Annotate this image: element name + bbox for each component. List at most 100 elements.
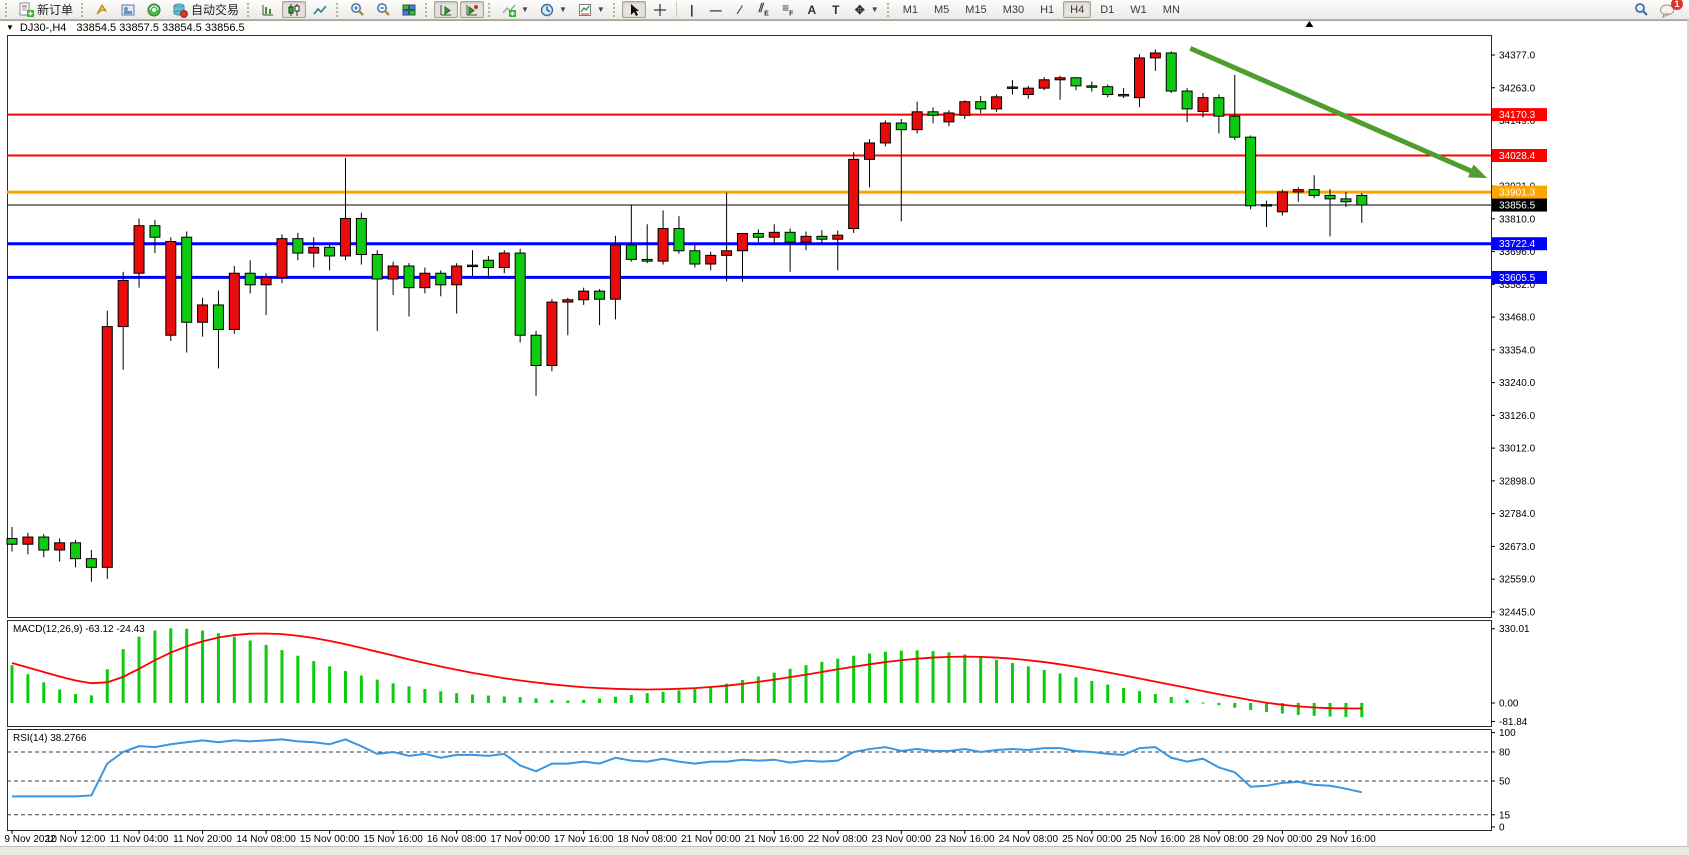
trendline-button[interactable]: ⁄	[729, 1, 751, 18]
tab-timeframe-w1[interactable]: W1	[1130, 3, 1147, 16]
cursor-button[interactable]	[621, 1, 646, 18]
price-badge	[1492, 198, 1547, 212]
price-tick-label: 33468.0	[1499, 313, 1536, 324]
macd-axis-label: -81.84	[1499, 717, 1528, 728]
tab-timeframe-h4[interactable]: H4	[1063, 1, 1092, 18]
candle	[451, 265, 463, 286]
launcher-icon	[96, 3, 108, 14]
macd-histogram-bar	[661, 691, 665, 703]
price-badge-label: 33605.5	[1499, 273, 1536, 284]
time-axis-label: 17 Nov 00:00	[490, 834, 550, 845]
notification-badge: 1	[1671, 0, 1683, 10]
channel-button[interactable]: ⫽E	[753, 1, 775, 18]
candle	[101, 326, 113, 568]
candle	[1038, 79, 1050, 89]
candle	[530, 334, 542, 367]
price-badge-label: 34170.3	[1499, 110, 1536, 121]
macd-histogram-bar	[613, 696, 617, 703]
candle	[1086, 85, 1098, 88]
candle	[911, 111, 923, 131]
tab-timeframe-m30[interactable]: M30	[1002, 3, 1025, 16]
search-button[interactable]	[1629, 1, 1653, 18]
horizontal-line-button[interactable]: —	[705, 1, 727, 18]
time-axis-label: 29 Nov 00:00	[1253, 834, 1313, 845]
bar-chart-button[interactable]	[256, 1, 280, 18]
arrows-button[interactable]: ✥ ▼	[849, 1, 883, 18]
zoom-in-button[interactable]	[345, 1, 369, 18]
signal-button[interactable]	[142, 1, 166, 18]
candle	[768, 231, 780, 238]
launcher-button[interactable]	[90, 1, 114, 18]
price-badges: 34170.3 34028.4 33901.3 33722.4 33605.5 33856…	[1492, 108, 1547, 284]
price-tick-label: 33240.0	[1499, 378, 1536, 389]
rsi-line	[12, 738, 1363, 798]
chevron-down-icon[interactable]: ▼	[596, 5, 605, 14]
periods-button[interactable]: ▼	[535, 1, 571, 18]
macd-histogram-bar	[486, 695, 490, 703]
price-badge-label: 34028.4	[1499, 151, 1536, 162]
macd-histogram-bar	[1265, 703, 1269, 712]
macd-histogram-bar	[423, 689, 427, 703]
templates-button[interactable]: ▼	[573, 1, 609, 18]
candle	[673, 228, 685, 252]
candle	[276, 238, 288, 279]
candlestick-chart-button[interactable]	[282, 1, 307, 18]
auto-scroll-button[interactable]	[434, 1, 459, 18]
candle	[927, 111, 939, 116]
tab-timeframe-m1[interactable]: M1	[902, 3, 918, 16]
main-toolbar: 新订单	[0, 0, 1689, 20]
macd-histogram-bar	[1201, 702, 1205, 704]
status-bar	[0, 846, 1689, 855]
tab-timeframe-mn[interactable]: MN	[1162, 3, 1180, 16]
zoom-out-icon	[377, 2, 390, 16]
chevron-down-icon[interactable]: ▼	[870, 5, 879, 14]
candle	[705, 254, 717, 265]
arrow-head-icon	[1467, 164, 1488, 179]
price-badge	[1492, 149, 1547, 163]
price-badge	[1492, 185, 1547, 199]
autotrade-button[interactable]: 自动交易	[168, 1, 243, 18]
toolbar-grip	[488, 2, 493, 17]
macd-label: MACD(12,26,9) -63.12 -24.43	[13, 624, 145, 635]
candle	[260, 277, 272, 286]
candle	[228, 272, 240, 330]
text-button[interactable]: A	[801, 1, 823, 18]
tab-timeframe-d1[interactable]: D1	[1100, 3, 1115, 16]
terminal-icon	[121, 4, 135, 15]
tab-timeframe-m5[interactable]: M5	[934, 3, 950, 16]
macd-histogram-bar	[137, 636, 141, 703]
candle	[117, 279, 129, 328]
candle	[1006, 86, 1018, 89]
macd-histogram-bar	[296, 655, 300, 703]
candle	[324, 246, 336, 257]
time-axis-label: 28 Nov 08:00	[1189, 834, 1249, 845]
zoom-out-button[interactable]	[371, 1, 395, 18]
new-order-button[interactable]: 新订单	[14, 1, 77, 18]
candle	[1324, 194, 1336, 200]
macd-histogram-bar	[995, 659, 999, 703]
label-button[interactable]: T	[825, 1, 847, 18]
macd-histogram-bar	[312, 661, 316, 703]
tile-windows-button[interactable]	[397, 1, 421, 18]
zoom-in-icon	[351, 2, 364, 16]
tab-timeframe-h1[interactable]: H1	[1040, 3, 1055, 16]
tab-timeframe-m15[interactable]: M15	[965, 3, 987, 16]
time-axis-label: 25 Nov 00:00	[1062, 834, 1122, 845]
chart-shift-button[interactable]	[460, 1, 485, 18]
notifications-button[interactable]: 1	[1655, 0, 1683, 18]
fibonacci-button[interactable]: ≡F	[777, 1, 799, 18]
crosshair-button[interactable]	[648, 1, 672, 18]
indicators-button[interactable]: ▼	[497, 1, 533, 18]
vertical-line-button[interactable]: |	[681, 1, 703, 18]
chart-menu-icon[interactable]: ▼	[6, 23, 14, 32]
terminal-button[interactable]	[116, 1, 140, 18]
line-chart-button[interactable]	[308, 1, 332, 18]
chat-bubble-icon	[1660, 4, 1674, 18]
chevron-down-icon[interactable]: ▼	[558, 5, 567, 14]
chevron-down-icon[interactable]: ▼	[521, 5, 529, 14]
candle	[879, 122, 891, 144]
candle	[419, 272, 431, 289]
macd-histogram-bar	[391, 683, 395, 703]
candle	[546, 301, 558, 367]
